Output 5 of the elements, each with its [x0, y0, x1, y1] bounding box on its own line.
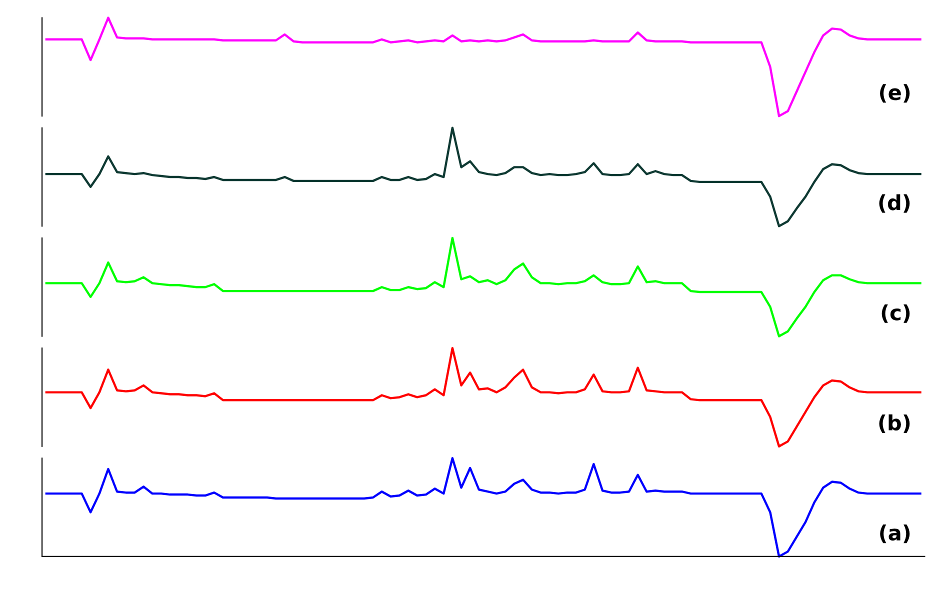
- annotation: (e): [880, 84, 910, 103]
- annotation: (b): [879, 414, 910, 433]
- annotation: (c): [882, 304, 910, 323]
- annotation: (a): [880, 524, 910, 544]
- annotation: (d): [879, 194, 910, 213]
